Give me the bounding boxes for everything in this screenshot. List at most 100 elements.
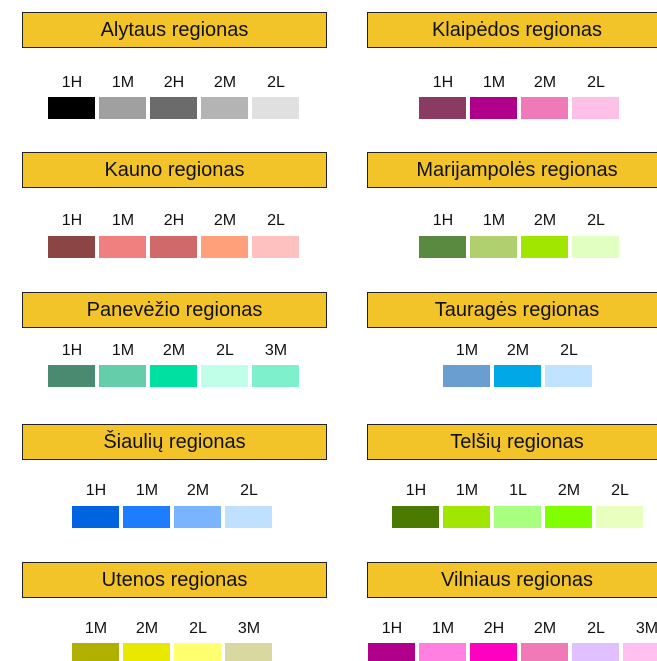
swatch-label: 2M	[506, 342, 530, 359]
region-header: Telšių regionas	[367, 424, 657, 460]
color-swatch	[174, 643, 221, 661]
swatch-label: 2H	[163, 212, 185, 229]
color-swatch	[572, 643, 619, 661]
swatch-label: 1H	[61, 212, 83, 229]
color-swatch	[201, 365, 248, 387]
swatch-label: 2L	[587, 620, 605, 637]
color-swatch	[225, 506, 272, 528]
color-swatch	[72, 506, 119, 528]
swatch-label: 1H	[432, 74, 454, 91]
swatch-label: 2M	[533, 212, 557, 229]
swatch-label: 2M	[135, 620, 159, 637]
swatch-label: 3M	[237, 620, 261, 637]
region-header: Alytaus regionas	[22, 12, 327, 48]
swatch-label: 1H	[381, 620, 403, 637]
color-swatch	[470, 643, 517, 661]
swatch-label: 2L	[611, 482, 629, 499]
swatch-label: 1L	[509, 482, 527, 499]
color-swatch	[48, 236, 95, 258]
color-swatch	[201, 236, 248, 258]
color-swatch	[443, 506, 490, 528]
color-swatch	[99, 365, 146, 387]
swatch-label: 2H	[483, 620, 505, 637]
swatch-label: 2L	[240, 482, 258, 499]
swatch-label: 1M	[455, 482, 479, 499]
color-swatch	[392, 506, 439, 528]
swatch-label: 1M	[431, 620, 455, 637]
color-swatch	[443, 365, 490, 387]
swatch-label: 2L	[587, 212, 605, 229]
swatch-label: 2L	[267, 212, 285, 229]
swatch-label: 2H	[163, 74, 185, 91]
color-swatch	[494, 365, 541, 387]
color-swatch	[521, 236, 568, 258]
swatch-label: 2L	[560, 342, 578, 359]
color-swatch	[419, 236, 466, 258]
swatch-label: 2M	[533, 620, 557, 637]
swatch-label: 2L	[216, 342, 234, 359]
color-swatch	[419, 643, 466, 661]
color-swatch	[252, 365, 299, 387]
region-header: Utenos regionas	[22, 562, 327, 598]
region-header: Marijampolės regionas	[367, 152, 657, 188]
swatch-label: 2L	[267, 74, 285, 91]
region-header: Klaipėdos regionas	[367, 12, 657, 48]
swatch-label: 1H	[405, 482, 427, 499]
region-header: Panevėžio regionas	[22, 292, 327, 328]
swatch-label: 1M	[455, 342, 479, 359]
swatch-label: 1M	[111, 342, 135, 359]
color-swatch	[623, 643, 657, 661]
color-swatch	[225, 643, 272, 661]
color-swatch	[545, 506, 592, 528]
color-swatch	[596, 506, 643, 528]
color-swatch	[201, 97, 248, 119]
color-swatch	[123, 643, 170, 661]
color-swatch	[123, 506, 170, 528]
swatch-label: 3M	[635, 620, 657, 637]
color-swatch	[470, 97, 517, 119]
color-swatch	[252, 236, 299, 258]
swatch-label: 2M	[213, 212, 237, 229]
color-swatch	[572, 236, 619, 258]
swatch-label: 2M	[186, 482, 210, 499]
region-header: Vilniaus regionas	[367, 562, 657, 598]
color-swatch	[545, 365, 592, 387]
color-swatch	[572, 97, 619, 119]
color-swatch	[48, 97, 95, 119]
color-swatch	[521, 643, 568, 661]
color-swatch	[150, 365, 197, 387]
swatch-label: 2M	[557, 482, 581, 499]
swatch-label: 1M	[135, 482, 159, 499]
color-swatch	[48, 365, 95, 387]
color-swatch	[470, 236, 517, 258]
region-header: Šiaulių regionas	[22, 424, 327, 460]
swatch-label: 1H	[432, 212, 454, 229]
region-header: Tauragės regionas	[367, 292, 657, 328]
color-swatch	[252, 97, 299, 119]
swatch-label: 1M	[111, 74, 135, 91]
swatch-label: 2M	[533, 74, 557, 91]
color-swatch	[174, 506, 221, 528]
swatch-label: 1M	[482, 74, 506, 91]
color-swatch	[99, 97, 146, 119]
swatch-label: 1M	[84, 620, 108, 637]
swatch-label: 1H	[61, 74, 83, 91]
color-swatch	[494, 506, 541, 528]
swatch-label: 2M	[213, 74, 237, 91]
swatch-label: 3M	[264, 342, 288, 359]
swatch-label: 1H	[61, 342, 83, 359]
swatch-label: 1M	[482, 212, 506, 229]
color-swatch	[419, 97, 466, 119]
color-swatch	[150, 236, 197, 258]
swatch-label: 1H	[85, 482, 107, 499]
color-swatch	[521, 97, 568, 119]
color-swatch	[150, 97, 197, 119]
swatch-label: 2L	[587, 74, 605, 91]
swatch-label: 2L	[189, 620, 207, 637]
color-swatch	[368, 643, 415, 661]
swatch-label: 1M	[111, 212, 135, 229]
region-header: Kauno regionas	[22, 152, 327, 188]
color-swatch	[72, 643, 119, 661]
swatch-label: 2M	[162, 342, 186, 359]
